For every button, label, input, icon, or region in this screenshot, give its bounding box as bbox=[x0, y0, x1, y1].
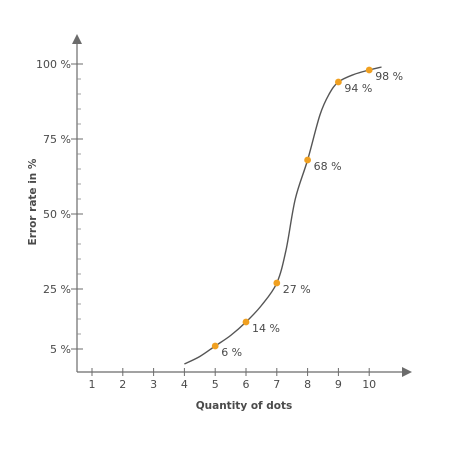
error-rate-curve bbox=[184, 66, 382, 365]
y-tick-label: 100 % bbox=[36, 58, 71, 71]
x-tick-label: 5 bbox=[212, 378, 219, 391]
x-ticks: 1 2 3 4 5 6 7 8 9 10 bbox=[89, 368, 376, 391]
y-tick-label: 50 % bbox=[43, 208, 71, 221]
data-label: 68 % bbox=[314, 160, 342, 173]
y-axis-arrow-icon bbox=[72, 34, 82, 44]
data-labels: 6 % 14 % 27 % 68 % 94 %98 % bbox=[221, 70, 403, 359]
data-label: 94 % bbox=[344, 82, 372, 95]
x-tick-label: 3 bbox=[150, 378, 157, 391]
x-tick-label: 7 bbox=[273, 378, 280, 391]
x-axis-arrow-icon bbox=[402, 367, 412, 377]
y-tick-label: 5 % bbox=[50, 343, 71, 356]
y-tick-label: 75 % bbox=[43, 133, 71, 146]
data-point bbox=[335, 78, 342, 86]
data-label: 6 % bbox=[221, 346, 242, 359]
data-point bbox=[211, 342, 219, 350]
x-tick-label: 9 bbox=[335, 378, 342, 391]
x-tick-label: 4 bbox=[181, 378, 188, 391]
data-label: 27 % bbox=[283, 283, 311, 296]
x-tick-label: 10 bbox=[362, 378, 376, 391]
x-tick-label: 1 bbox=[89, 378, 96, 391]
y-tick-label: 25 % bbox=[43, 283, 71, 296]
data-label: 14 % bbox=[252, 322, 280, 335]
y-major-ticks: 5 % 25 % 50 % 75 % 100 % bbox=[36, 58, 83, 356]
x-axis-title: Quantity of dots bbox=[196, 400, 293, 412]
data-point bbox=[365, 66, 373, 74]
data-point bbox=[273, 279, 281, 287]
y-axis-title: Error rate in % bbox=[27, 158, 39, 245]
data-point bbox=[304, 156, 311, 164]
x-tick-label: 8 bbox=[304, 378, 311, 391]
data-label: 98 % bbox=[375, 70, 403, 83]
x-tick-label: 6 bbox=[243, 378, 250, 391]
data-point bbox=[242, 318, 250, 326]
data-points bbox=[211, 66, 373, 350]
axes bbox=[72, 34, 412, 377]
x-tick-label: 2 bbox=[119, 378, 126, 391]
